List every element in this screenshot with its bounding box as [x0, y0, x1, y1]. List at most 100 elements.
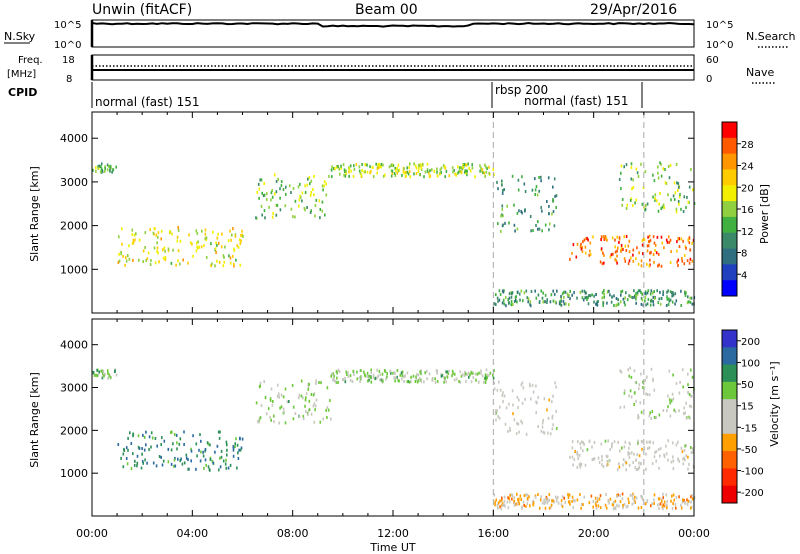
velocity-cell	[678, 391, 681, 395]
power-cell	[467, 162, 469, 166]
power-cell	[188, 233, 190, 237]
velocity-cell	[93, 373, 96, 377]
velocity-cell	[677, 457, 679, 461]
velocity-cell	[374, 376, 377, 380]
power-cell	[395, 169, 397, 172]
power-cell	[216, 243, 218, 247]
power-cell	[640, 259, 643, 263]
power-cell	[131, 241, 134, 245]
power-cell	[537, 227, 539, 231]
power-cell	[157, 231, 160, 235]
power-cell	[118, 252, 120, 256]
power-cell	[657, 171, 659, 175]
velocity-cell	[349, 378, 352, 382]
power-cell	[670, 291, 673, 295]
power-cell	[131, 228, 134, 232]
power-cell	[162, 248, 164, 252]
velocity-cell	[414, 380, 417, 383]
power-cell	[646, 302, 649, 306]
power-cell	[324, 213, 326, 217]
velocity-cell	[619, 369, 621, 373]
power-cell	[542, 291, 544, 295]
power-cell	[689, 248, 691, 252]
velocity-colorbar-tick-label-0: 200	[741, 337, 760, 348]
velocity-cell	[650, 367, 653, 371]
power-cell	[624, 244, 627, 248]
power-cell	[635, 297, 637, 301]
velocity-cell	[133, 463, 136, 467]
velocity-cell	[308, 382, 310, 386]
velocity-cell	[551, 427, 554, 431]
velocity-colorbar-swatch-8	[722, 468, 737, 487]
velocity-cell	[308, 399, 311, 403]
power-cell	[620, 249, 622, 253]
velocity-cell	[657, 503, 659, 507]
velocity-cell	[525, 432, 528, 436]
velocity-cell	[123, 449, 126, 452]
velocity-cell	[582, 441, 584, 445]
power-cell	[344, 170, 346, 173]
power-cell	[146, 257, 149, 261]
power-cell	[521, 211, 523, 215]
power-cell	[622, 297, 625, 301]
power-cell	[632, 178, 634, 182]
power-cell	[602, 304, 604, 307]
power-cell	[573, 291, 575, 295]
power-cell	[614, 245, 616, 249]
power-cell	[662, 290, 664, 294]
power-cell	[233, 262, 235, 266]
power-colorbar-tick-label-2: 20	[741, 183, 754, 194]
velocity-cell	[273, 414, 275, 418]
velocity-cell	[370, 376, 372, 380]
power-cell	[323, 184, 325, 188]
velocity-cell	[662, 492, 664, 496]
power-cell	[106, 163, 109, 167]
velocity-cell	[675, 443, 678, 447]
power-cell	[223, 256, 225, 259]
velocity-cell	[669, 414, 672, 418]
velocity-cell	[134, 459, 136, 463]
time-tick-label-4: 16:00	[477, 527, 509, 540]
velocity-cell	[561, 495, 564, 499]
velocity-cell	[672, 373, 674, 377]
velocity-cell	[396, 369, 399, 372]
power-cell	[547, 176, 550, 180]
velocity-cell	[493, 369, 495, 373]
power-cell	[676, 260, 678, 264]
power-cell	[647, 298, 650, 301]
velocity-cell	[516, 396, 519, 399]
power-cell	[488, 171, 490, 175]
velocity-cell	[218, 468, 220, 472]
power-colorbar-swatch-4	[722, 185, 737, 202]
velocity-cell	[633, 369, 636, 373]
power-cell	[688, 241, 691, 245]
power-cell	[292, 215, 294, 219]
velocity-cell	[508, 497, 511, 501]
power-cell	[640, 290, 642, 294]
power-cell	[460, 170, 463, 174]
power-cell	[465, 171, 467, 175]
velocity-cell	[404, 374, 407, 378]
power-cell	[153, 227, 156, 230]
velocity-cell	[229, 463, 232, 467]
velocity-cell	[469, 373, 471, 377]
power-cell	[127, 254, 129, 257]
power-cell	[198, 245, 200, 249]
velocity-cell	[507, 506, 510, 510]
velocity-cell	[571, 455, 574, 459]
velocity-cell	[366, 371, 369, 375]
power-cell	[306, 183, 309, 187]
velocity-cell	[659, 502, 662, 506]
power-cell	[583, 289, 586, 293]
power-cell	[112, 168, 115, 172]
velocity-cell	[668, 369, 671, 373]
power-cell	[537, 293, 540, 297]
power-cell	[212, 230, 214, 234]
power-cell	[303, 206, 306, 210]
velocity-cell	[161, 463, 164, 467]
velocity-cell	[278, 395, 280, 399]
velocity-cell	[494, 412, 497, 416]
power-cell	[428, 171, 430, 175]
date-label: 29/Apr/2016	[590, 2, 677, 18]
velocity-cell	[506, 500, 509, 504]
